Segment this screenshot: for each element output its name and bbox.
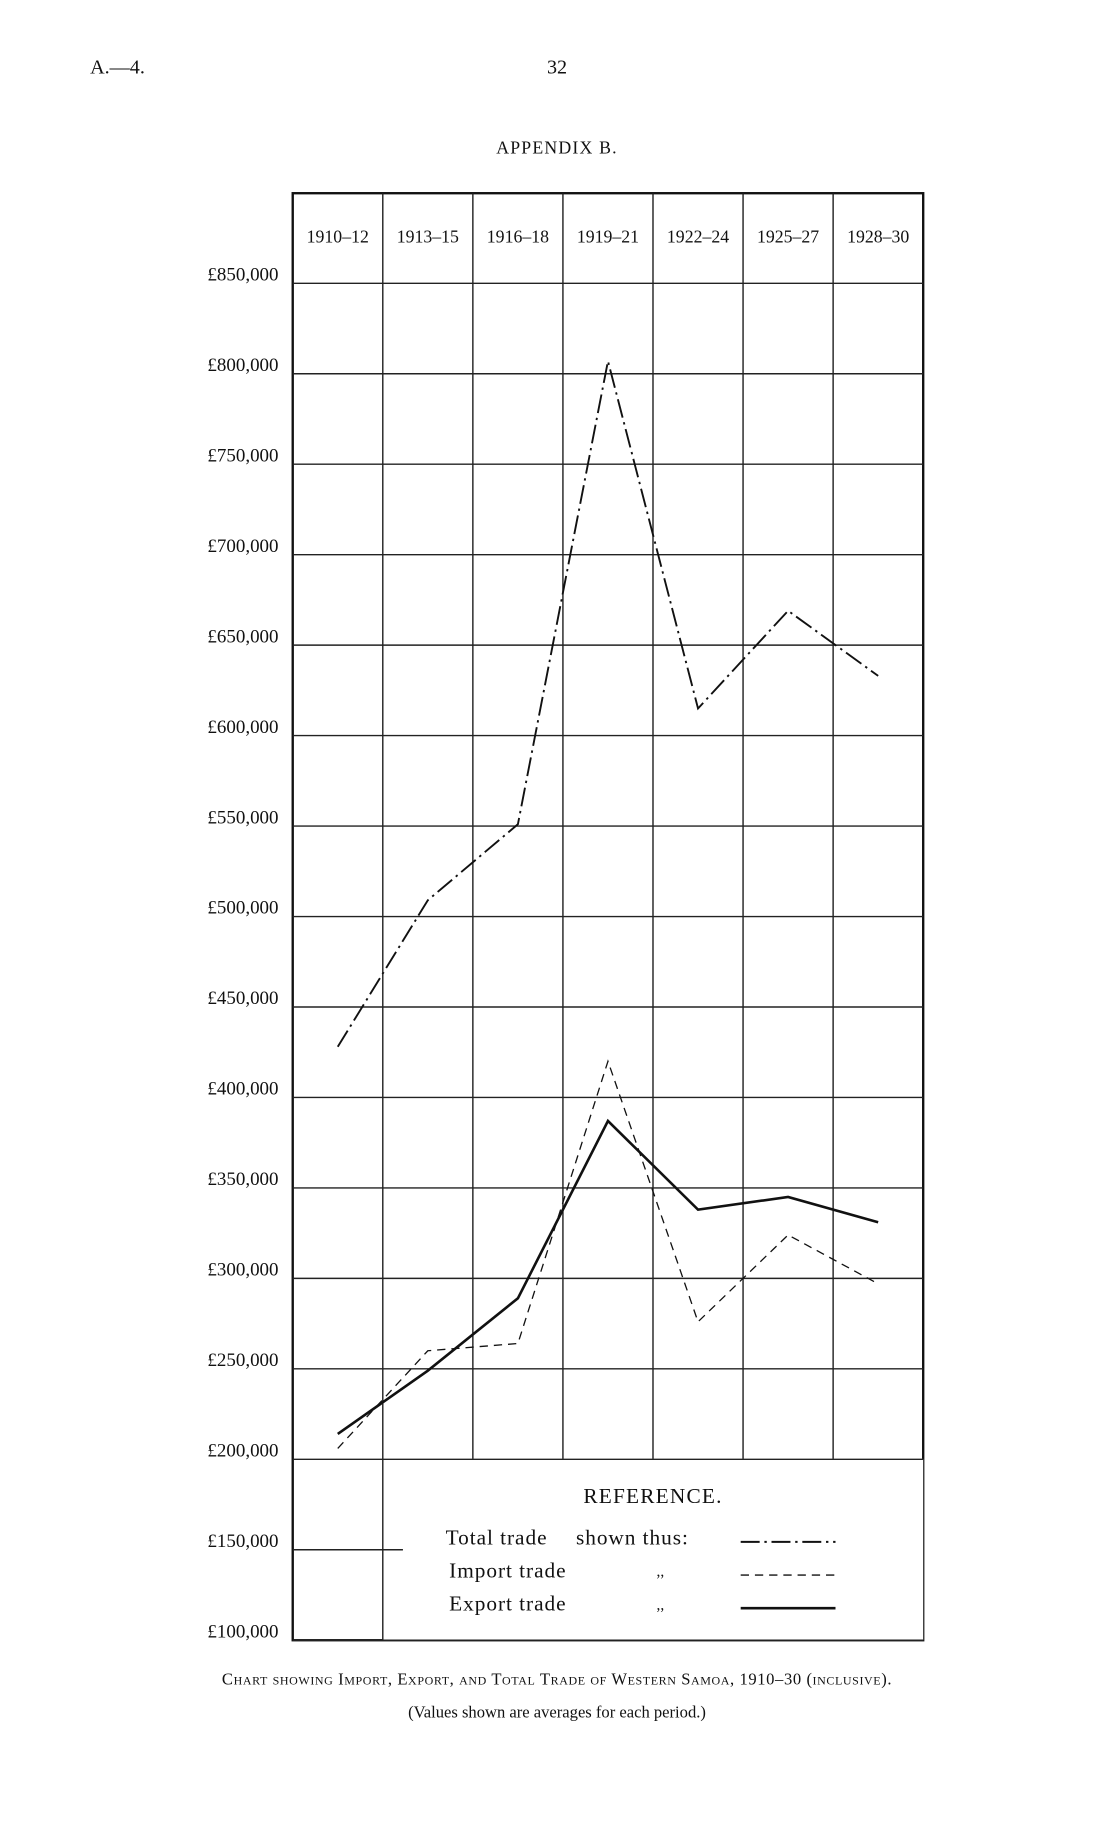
x-tick-label: 1916–18 bbox=[487, 226, 549, 246]
y-tick-label: £250,000 bbox=[207, 1350, 278, 1371]
series-line bbox=[336, 360, 879, 1048]
y-tick-label: £850,000 bbox=[207, 265, 278, 286]
x-tick-label: 1928–30 bbox=[847, 226, 909, 246]
y-tick-label: £400,000 bbox=[207, 1079, 278, 1100]
legend-label: Total trade bbox=[446, 1525, 548, 1549]
series-line bbox=[337, 1118, 879, 1436]
y-tick-label: £700,000 bbox=[207, 536, 278, 557]
legend-ditto: ,, bbox=[657, 1596, 665, 1613]
y-tick-label: £500,000 bbox=[207, 898, 278, 919]
x-tick-label: 1910–12 bbox=[307, 226, 369, 246]
page-number: 32 bbox=[547, 56, 567, 78]
legend-box bbox=[382, 1458, 924, 1641]
y-tick-label: £200,000 bbox=[207, 1441, 278, 1462]
y-tick-label: £650,000 bbox=[207, 626, 278, 647]
series-line bbox=[337, 1059, 879, 1449]
page-ref: A.—4. bbox=[90, 56, 145, 78]
y-tick-label: £100,000 bbox=[207, 1621, 278, 1642]
legend-label: Import trade bbox=[449, 1559, 566, 1583]
y-tick-label: £750,000 bbox=[207, 445, 278, 466]
x-tick-label: 1922–24 bbox=[667, 226, 729, 246]
caption: Chart showing Import, Export, and Total … bbox=[222, 1669, 892, 1688]
y-tick-label: £800,000 bbox=[207, 355, 278, 376]
y-tick-label: £550,000 bbox=[207, 807, 278, 828]
legend-title: REFERENCE. bbox=[583, 1484, 722, 1508]
appendix-title: APPENDIX B. bbox=[496, 137, 618, 157]
legend-ditto: ,, bbox=[657, 1563, 665, 1580]
y-tick-label: £450,000 bbox=[207, 988, 278, 1009]
legend-suffix: shown thus: bbox=[576, 1525, 689, 1549]
y-tick-label: £600,000 bbox=[207, 717, 278, 738]
y-tick-label: £300,000 bbox=[207, 1260, 278, 1281]
y-tick-label: £150,000 bbox=[207, 1531, 278, 1552]
x-tick-label: 1919–21 bbox=[577, 226, 639, 246]
x-tick-label: 1925–27 bbox=[757, 226, 819, 246]
y-tick-label: £350,000 bbox=[207, 1169, 278, 1190]
x-tick-label: 1913–15 bbox=[397, 226, 459, 246]
legend-label: Export trade bbox=[449, 1592, 566, 1616]
subcaption: (Values shown are averages for each peri… bbox=[408, 1703, 706, 1722]
